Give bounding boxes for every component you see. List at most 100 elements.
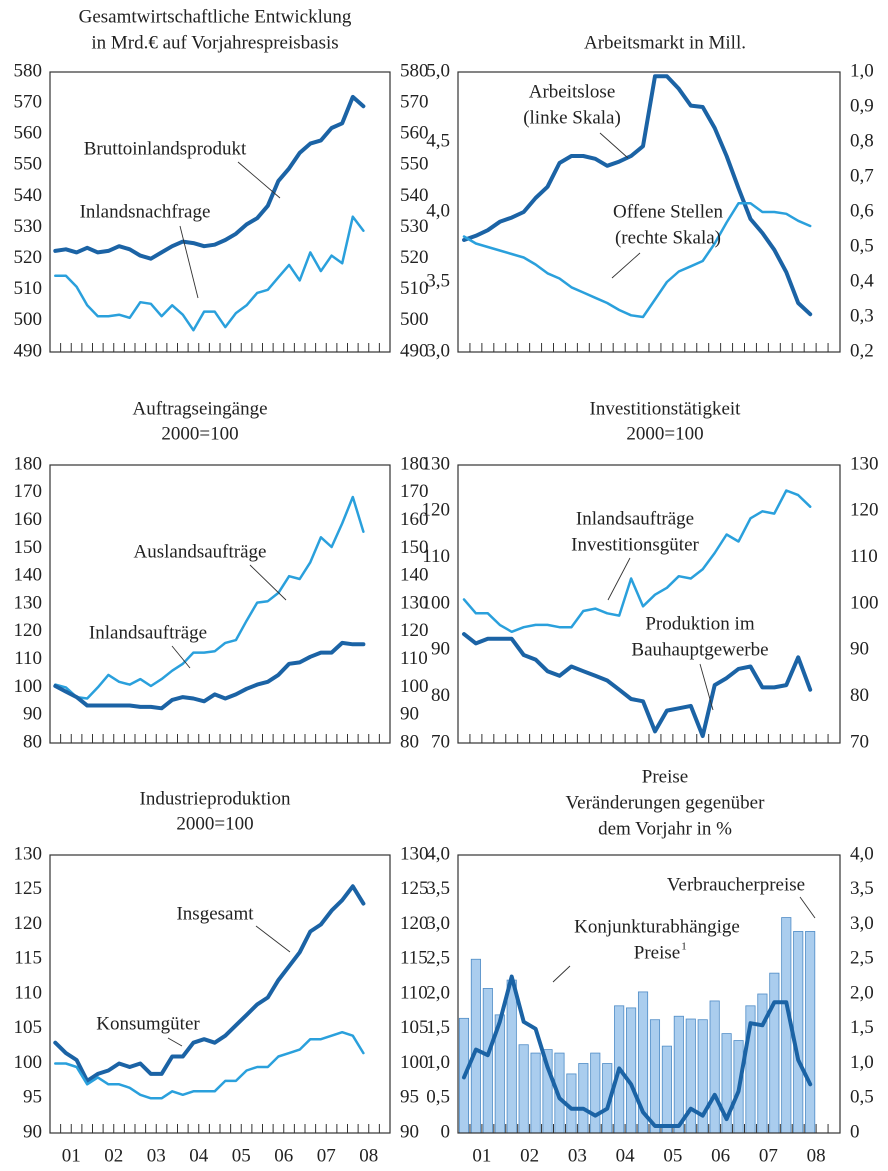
y-tick-label: 0,3 xyxy=(850,305,874,326)
annotation: Konsumgüter xyxy=(96,1013,200,1034)
y-tick-label: 540 xyxy=(14,185,43,206)
y-tick-label: 140 xyxy=(14,565,43,586)
y-tick-label: 110 xyxy=(850,546,878,567)
y-tick-label: 120 xyxy=(14,620,43,641)
y-tick-label: 1,0 xyxy=(850,1052,874,1073)
x-tick-label: 06 xyxy=(274,1145,293,1166)
x-tick-label: 01 xyxy=(472,1145,491,1166)
y-tick-label: 1,5 xyxy=(426,1017,450,1038)
y-tick-label: 110 xyxy=(400,648,428,669)
bar xyxy=(578,1063,589,1134)
bar xyxy=(673,1015,684,1134)
x-tick-label: 02 xyxy=(520,1145,539,1166)
y-tick-label: 160 xyxy=(14,509,43,530)
y-tick-label: 110 xyxy=(14,648,42,669)
y-tick-label: 100 xyxy=(400,676,429,697)
y-tick-label: 130 xyxy=(400,843,429,864)
y-tick-label: 70 xyxy=(850,731,869,752)
x-tick-label: 06 xyxy=(711,1145,730,1166)
y-tick-label: 530 xyxy=(14,216,43,237)
y-tick-label: 80 xyxy=(431,685,450,706)
y-tick-label: 570 xyxy=(14,91,43,112)
x-tick-label: 05 xyxy=(663,1145,682,1166)
y-tick-label: 120 xyxy=(422,500,451,521)
y-tick-label: 0 xyxy=(850,1121,860,1142)
bar xyxy=(709,1000,720,1134)
y-tick-label: 180 xyxy=(400,453,429,474)
chart-title: Arbeitsmarkt in Mill. xyxy=(584,32,746,53)
y-tick-label: 1,0 xyxy=(426,1052,450,1073)
y-tick-label: 125 xyxy=(14,878,43,899)
y-tick-label: 130 xyxy=(422,453,451,474)
chart-title: 2000=100 xyxy=(176,813,253,834)
y-tick-label: 1,5 xyxy=(850,1017,874,1038)
chart-title: Veränderungen gegenüber xyxy=(566,792,766,813)
y-tick-label: 0,5 xyxy=(850,235,874,256)
y-tick-label: 120 xyxy=(400,620,429,641)
y-tick-label: 540 xyxy=(400,185,429,206)
annotation-leader xyxy=(699,663,714,711)
annotation: Bauhauptgewerbe xyxy=(631,639,768,660)
y-tick-label: 90 xyxy=(23,704,42,725)
y-tick-label: 120 xyxy=(850,500,879,521)
annotation: Verbraucherpreise xyxy=(667,874,805,895)
y-tick-label: 150 xyxy=(14,537,43,558)
y-tick-label: 3,5 xyxy=(426,878,450,899)
x-tick-label: 03 xyxy=(568,1145,587,1166)
y-tick-label: 0,5 xyxy=(426,1087,450,1108)
annotation-leader xyxy=(599,132,629,159)
bar xyxy=(793,931,804,1134)
y-tick-label: 170 xyxy=(400,481,429,502)
bar xyxy=(482,988,493,1134)
plot-frame xyxy=(49,71,391,353)
bar xyxy=(805,931,816,1134)
y-tick-label: 125 xyxy=(400,878,429,899)
y-tick-label: 520 xyxy=(400,247,429,268)
y-tick-label: 580 xyxy=(400,60,429,81)
y-tick-label: 560 xyxy=(400,123,429,144)
annotation: (linke Skala) xyxy=(523,107,621,128)
series-line xyxy=(54,495,365,700)
annotation: Inlandsnachfrage xyxy=(80,201,211,222)
annotation: Offene Stellen xyxy=(613,201,723,222)
y-tick-label: 2,0 xyxy=(426,982,450,1003)
y-tick-label: 110 xyxy=(400,982,428,1003)
annotation-leader xyxy=(255,925,291,953)
y-tick-label: 550 xyxy=(400,154,429,175)
annotation-leader xyxy=(167,1037,183,1047)
y-tick-label: 5,0 xyxy=(426,60,450,81)
y-tick-label: 500 xyxy=(400,309,429,330)
chart-title: Industrieproduktion xyxy=(140,788,291,809)
y-tick-label: 130 xyxy=(14,592,43,613)
y-tick-label: 510 xyxy=(400,278,429,299)
annotation: Preise xyxy=(634,942,680,963)
y-tick-label: 100 xyxy=(850,592,879,613)
y-tick-label: 1,0 xyxy=(850,60,874,81)
y-tick-label: 80 xyxy=(23,731,42,752)
annotation: Auslandsaufträge xyxy=(134,541,267,562)
y-tick-label: 4,0 xyxy=(850,843,874,864)
y-tick-label: 105 xyxy=(400,1017,429,1038)
series-line xyxy=(54,215,365,332)
plot-frame xyxy=(457,71,841,353)
y-tick-label: 115 xyxy=(14,948,42,969)
y-tick-label: 0,2 xyxy=(850,340,874,361)
y-tick-label: 2,5 xyxy=(426,948,450,969)
annotation-leader xyxy=(611,252,641,279)
bar xyxy=(470,958,481,1134)
y-tick-label: 4,0 xyxy=(426,843,450,864)
x-tick-label: 04 xyxy=(189,1145,209,1166)
y-tick-label: 580 xyxy=(14,60,43,81)
chart-title: 2000=100 xyxy=(161,423,238,444)
y-tick-label: 4,5 xyxy=(426,130,450,151)
y-tick-label: 4,0 xyxy=(426,200,450,221)
y-tick-label: 95 xyxy=(400,1087,419,1108)
series-line xyxy=(462,489,812,634)
y-tick-label: 70 xyxy=(431,731,450,752)
bar xyxy=(518,1044,529,1134)
annotation-leader xyxy=(179,225,199,299)
series-line xyxy=(462,974,813,1128)
chart-title: Preise xyxy=(642,766,688,787)
x-tick-label: 07 xyxy=(317,1145,336,1166)
chart-title: 2000=100 xyxy=(626,423,703,444)
